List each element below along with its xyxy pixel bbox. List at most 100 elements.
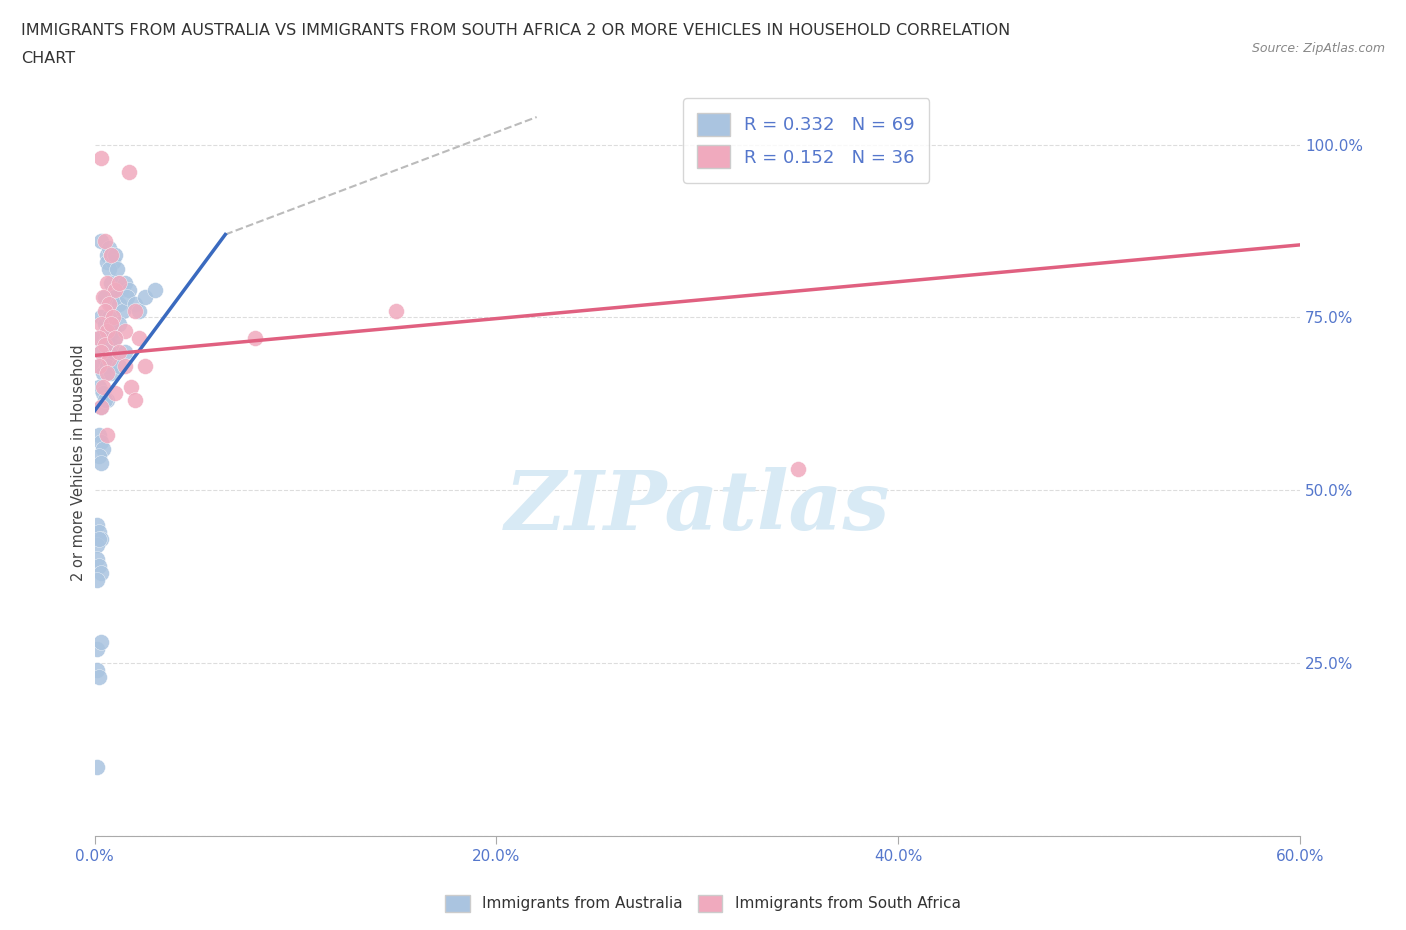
Point [87,525,110,539]
Point [124,296,146,311]
Point [90,565,112,580]
Point [86,517,108,532]
Point [108,275,131,290]
Point [128,331,150,346]
Point [94,234,117,249]
Text: CHART: CHART [21,51,75,66]
Point [87,358,110,373]
Point [86,551,108,566]
Text: IMMIGRANTS FROM AUSTRALIA VS IMMIGRANTS FROM SOUTH AFRICA 2 OR MORE VEHICLES IN : IMMIGRANTS FROM AUSTRALIA VS IMMIGRANTS … [21,23,1011,38]
Point [94,392,117,407]
Point [90,400,112,415]
Point [100,317,122,332]
Point [108,296,131,311]
Point [91,441,114,456]
Point [114,275,136,290]
Point [97,344,120,359]
Point [100,247,122,262]
Legend: R = 0.332   N = 69, R = 0.152   N = 36: R = 0.332 N = 69, R = 0.152 N = 36 [683,99,929,183]
Point [105,261,128,276]
Point [90,234,112,249]
Point [96,331,118,346]
Point [86,573,108,588]
Point [87,531,110,546]
Point [104,247,127,262]
Point [90,344,112,359]
Point [97,352,120,366]
Point [104,331,127,346]
Point [101,324,124,339]
Point [94,303,117,318]
Point [87,379,110,394]
Point [90,455,112,470]
Point [111,303,134,318]
Point [100,338,122,352]
Point [94,289,117,304]
Point [91,365,114,380]
Point [114,358,136,373]
Point [104,331,127,346]
Point [94,317,117,332]
Point [86,642,108,657]
Point [87,331,110,346]
Point [134,289,156,304]
Point [96,365,118,380]
Point [100,296,122,311]
Point [97,241,120,256]
Point [108,358,131,373]
Point [118,283,141,298]
Point [87,428,110,443]
Point [90,400,112,415]
Point [108,275,131,290]
Point [114,324,136,339]
Point [90,434,112,449]
Point [90,635,112,650]
Point [124,392,146,407]
Point [96,247,118,262]
Point [86,662,108,677]
Legend: Immigrants from Australia, Immigrants from South Africa: Immigrants from Australia, Immigrants fr… [439,889,967,918]
Point [94,338,117,352]
Point [87,559,110,574]
Point [100,275,122,290]
Point [104,283,127,298]
Point [87,358,110,373]
Point [110,283,132,298]
Point [96,255,118,270]
Point [101,310,124,325]
Point [786,462,808,477]
Point [134,358,156,373]
Text: ZIPatlas: ZIPatlas [505,467,890,547]
Point [87,670,110,684]
Point [97,310,120,325]
Point [97,261,120,276]
Point [94,352,117,366]
Point [90,151,112,166]
Point [96,428,118,443]
Point [100,247,122,262]
Point [97,296,120,311]
Point [91,338,114,352]
Point [124,303,146,318]
Point [96,358,118,373]
Point [90,317,112,332]
Point [90,310,112,325]
Point [90,344,112,359]
Point [101,352,124,366]
Point [120,379,142,394]
Point [385,303,408,318]
Point [108,344,131,359]
Y-axis label: 2 or more Vehicles in Household: 2 or more Vehicles in Household [72,344,86,581]
Point [86,538,108,553]
Point [90,531,112,546]
Point [118,165,141,179]
Point [128,303,150,318]
Point [104,283,127,298]
Point [91,379,114,394]
Text: Source: ZipAtlas.com: Source: ZipAtlas.com [1251,42,1385,55]
Point [96,324,118,339]
Point [91,289,114,304]
Point [114,344,136,359]
Point [87,448,110,463]
Point [87,331,110,346]
